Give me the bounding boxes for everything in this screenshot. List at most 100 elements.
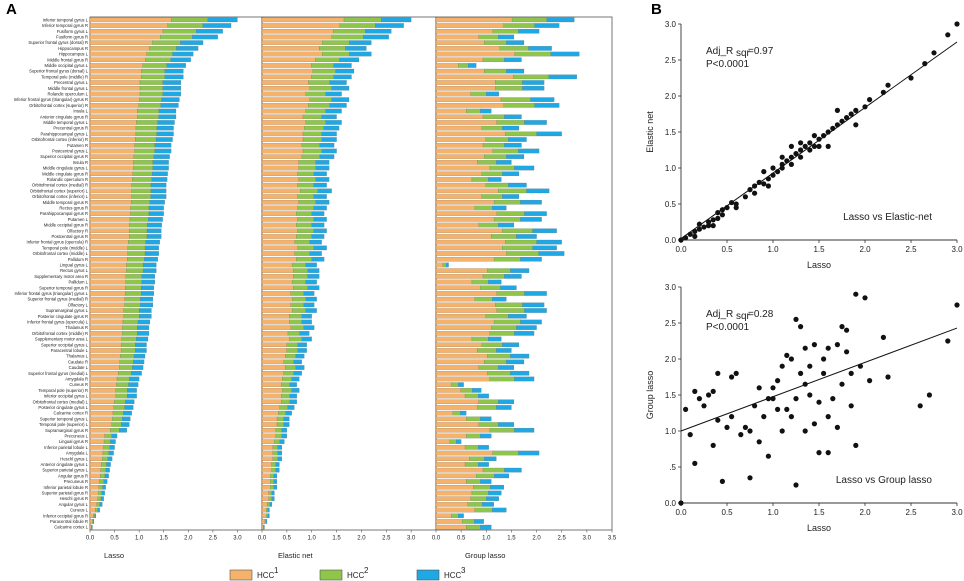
bar-hcc3-segment	[508, 182, 527, 188]
bar-hcc1-segment	[435, 388, 461, 393]
bar-hcc2-segment	[120, 342, 136, 348]
bar-hcc3-segment	[502, 125, 520, 131]
bar-hcc1-segment	[435, 234, 492, 239]
bar-hcc3-segment	[303, 302, 315, 308]
bar-hcc1-segment	[89, 74, 142, 80]
bar-hcc2-segment	[499, 46, 529, 51]
bar-hcc2-segment	[275, 427, 282, 433]
bar-hcc1-segment	[261, 148, 304, 154]
bar-hcc2-segment	[112, 416, 123, 422]
scatter-point	[853, 107, 859, 113]
bar-hcc2-segment	[296, 234, 312, 239]
scatter-point	[706, 223, 712, 229]
bar-hcc3-segment	[520, 319, 542, 325]
bar-hcc3-segment	[142, 268, 157, 273]
y-tick-label: 1.0	[665, 164, 677, 173]
bar-hcc1-segment	[89, 91, 141, 97]
scatter-point	[816, 399, 822, 405]
bar-hcc1-segment	[435, 370, 488, 376]
bar-hcc2-segment	[282, 376, 292, 382]
bar-panel-frame	[435, 16, 613, 531]
bar-hcc2-segment	[286, 348, 298, 353]
y-tick-label: 0.0	[665, 236, 677, 245]
bar-hcc2-segment	[100, 473, 106, 479]
bar-hcc2-segment	[135, 125, 157, 131]
bar-hcc3-segment	[121, 422, 130, 427]
bar-hcc1-segment	[89, 313, 124, 319]
bar-hcc1-segment	[435, 479, 467, 484]
bar-hcc2-segment	[496, 291, 525, 296]
bar-hcc2-segment	[127, 251, 146, 256]
bar-hcc3-segment	[153, 154, 170, 159]
bar-hcc1-segment	[89, 148, 135, 154]
bar-hcc2-segment	[470, 91, 487, 97]
bar-hcc2-segment	[281, 399, 290, 405]
scatter-point	[807, 147, 813, 153]
bar-hcc2-segment	[95, 507, 98, 513]
bar-hcc3-segment	[102, 484, 106, 490]
bar-hcc3-segment	[482, 502, 494, 507]
bar-hcc3-segment	[279, 439, 285, 444]
bar-hcc2-segment	[500, 97, 531, 102]
bar-hcc2-segment	[162, 28, 197, 34]
region-label: Heschl gyrus R	[60, 496, 88, 501]
bar-hcc3-segment	[293, 359, 302, 365]
bar-hcc3-segment	[277, 456, 282, 462]
bar-hcc1-segment	[89, 120, 137, 125]
bar-hcc2-segment	[297, 205, 314, 211]
bar-hcc1-segment	[89, 433, 105, 439]
x-tick-label: 2.5	[382, 536, 391, 542]
bar-hcc1-segment	[261, 51, 323, 57]
bar-hcc1-segment	[435, 410, 453, 416]
bar-hcc2-segment	[493, 199, 521, 205]
scatter-point	[788, 414, 795, 420]
bar-hcc1-segment	[261, 348, 287, 353]
bar-hcc1-segment	[435, 456, 470, 462]
bar-hcc2-segment	[311, 74, 334, 80]
scatter-point	[807, 140, 813, 146]
scatter-point	[761, 169, 767, 175]
bar-hcc3-segment	[166, 63, 186, 68]
region-label: Inferior temporal gyrus R	[42, 23, 88, 28]
region-label: Inferior temporal gyrus L	[43, 17, 89, 22]
bar-hcc2-segment	[271, 467, 277, 473]
bar-hcc3-segment	[518, 28, 540, 34]
scatter-point	[756, 385, 762, 391]
scatter-point	[765, 453, 772, 459]
bar-hcc1-segment	[435, 285, 481, 291]
bar-hcc3-segment	[170, 57, 191, 63]
region-label: Middle cingulate gyrus L	[43, 166, 89, 171]
scatter-point	[742, 424, 749, 430]
bar-hcc3-segment	[275, 467, 280, 473]
bar-hcc3-segment	[315, 165, 330, 171]
bar-hcc2-segment	[130, 199, 150, 205]
bar-hcc1-segment	[435, 199, 495, 205]
bar-hcc2-segment	[139, 85, 163, 91]
bar-hcc2-segment	[498, 188, 527, 194]
scatter-point	[687, 231, 693, 237]
scatter-point	[798, 140, 804, 146]
r-squared-value: =0.28	[748, 309, 774, 320]
bar-hcc1-segment	[89, 348, 122, 353]
bar-hcc3-segment	[490, 484, 504, 490]
bar-hcc3-segment	[321, 148, 337, 154]
region-label: Middle occipital gyrus R	[44, 223, 88, 228]
region-label: Inferior parietal lobule R	[44, 485, 88, 490]
bar-hcc2-segment	[308, 80, 330, 85]
scatter-point	[752, 190, 758, 196]
bar-hcc2-segment	[126, 262, 144, 268]
bar-hcc1-segment	[435, 365, 479, 370]
bar-hcc1-segment	[89, 399, 115, 405]
scatter-point	[719, 478, 726, 484]
bar-hcc1-segment	[89, 359, 120, 365]
bar-hcc2-segment	[493, 319, 521, 325]
y-tick-label: 2.5	[665, 56, 677, 65]
region-label: Superior occipital gyrus R	[40, 154, 88, 159]
bar-hcc1-segment	[261, 28, 334, 34]
region-label: Orbitofrontal cortex (superior) R	[29, 103, 88, 108]
bar-hcc3-segment	[335, 68, 355, 74]
x-tick-label: 1.5	[507, 536, 516, 542]
bar-hcc1-segment	[89, 51, 147, 57]
bar-hcc2-segment	[119, 359, 134, 365]
bar-hcc2-segment	[505, 131, 537, 137]
